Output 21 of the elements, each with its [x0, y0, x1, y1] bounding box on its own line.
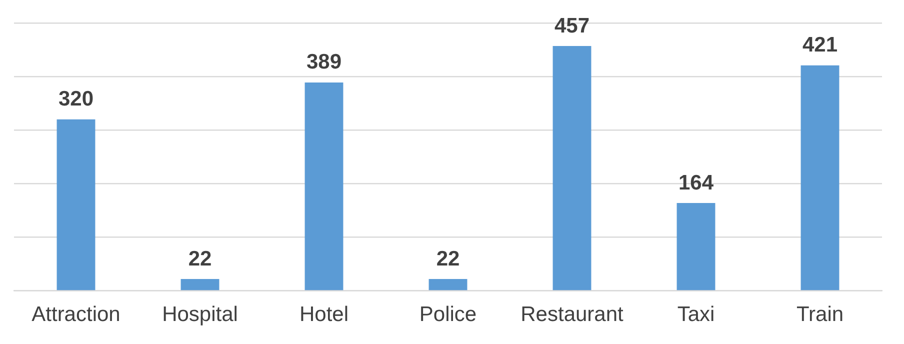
x-tick-label: Hospital	[162, 303, 238, 326]
data-label: 22	[188, 247, 212, 270]
data-label: 457	[554, 14, 590, 38]
x-tick-label: Train	[796, 303, 844, 326]
bar	[428, 279, 468, 290]
data-label: 164	[678, 171, 714, 194]
x-tick-label: Taxi	[677, 303, 715, 326]
bar	[304, 82, 344, 290]
x-tick-label: Attraction	[32, 303, 120, 326]
data-label: 22	[436, 247, 460, 270]
x-tick-label: Hotel	[299, 303, 349, 326]
bar	[800, 65, 840, 290]
bar	[180, 279, 220, 290]
data-label: 320	[58, 88, 94, 111]
bar	[676, 202, 716, 290]
data-label: 421	[802, 34, 838, 57]
bar	[552, 46, 592, 290]
x-tick-label: Restaurant	[520, 303, 624, 326]
bar	[56, 119, 96, 290]
data-label: 389	[306, 50, 342, 74]
x-tick-label: Police	[419, 303, 477, 326]
